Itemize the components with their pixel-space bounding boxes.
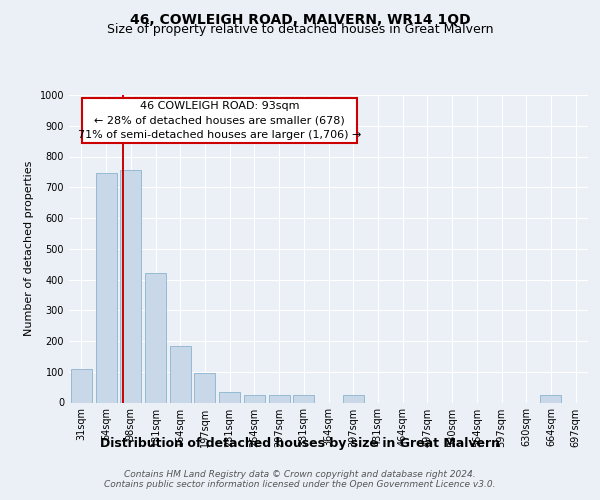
Bar bbox=[120, 170, 141, 402]
Bar bbox=[269, 395, 290, 402]
Y-axis label: Number of detached properties: Number of detached properties bbox=[24, 161, 34, 336]
Bar bbox=[244, 395, 265, 402]
Text: 46 COWLEIGH ROAD: 93sqm
← 28% of detached houses are smaller (678)
71% of semi-d: 46 COWLEIGH ROAD: 93sqm ← 28% of detache… bbox=[78, 100, 361, 140]
Bar bbox=[71, 368, 92, 402]
Bar bbox=[170, 346, 191, 403]
FancyBboxPatch shape bbox=[82, 98, 357, 142]
Bar bbox=[343, 395, 364, 402]
Text: Contains HM Land Registry data © Crown copyright and database right 2024.
Contai: Contains HM Land Registry data © Crown c… bbox=[104, 470, 496, 490]
Bar bbox=[541, 395, 562, 402]
Bar bbox=[219, 392, 240, 402]
Bar bbox=[145, 274, 166, 402]
Text: 46, COWLEIGH ROAD, MALVERN, WR14 1QD: 46, COWLEIGH ROAD, MALVERN, WR14 1QD bbox=[130, 12, 470, 26]
Text: Size of property relative to detached houses in Great Malvern: Size of property relative to detached ho… bbox=[107, 22, 493, 36]
Bar bbox=[293, 395, 314, 402]
Bar bbox=[194, 374, 215, 402]
Text: Distribution of detached houses by size in Great Malvern: Distribution of detached houses by size … bbox=[100, 438, 500, 450]
Bar bbox=[95, 174, 116, 402]
